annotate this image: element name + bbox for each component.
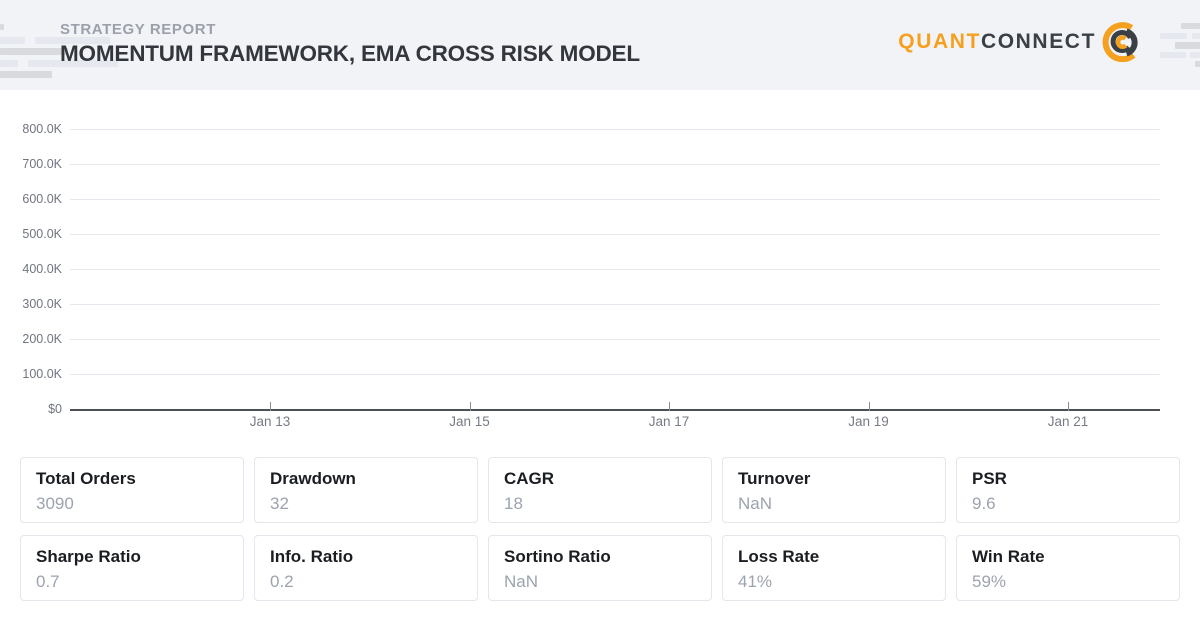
x-axis-tick-label: Jan 15 (449, 414, 490, 429)
stat-card-win-rate: Win Rate 59% (956, 535, 1180, 601)
y-axis-tick-label: 700.0K (22, 157, 62, 171)
stat-label: Sharpe Ratio (36, 547, 141, 566)
equity-chart: 800.0K 700.0K 600.0K 500.0K 400.0K 300.0K 200.… (0, 90, 1200, 445)
y-axis-tick-label: 400.0K (22, 262, 62, 276)
stat-card-cagr: CAGR 18 (488, 457, 712, 523)
y-axis-tick-label: 500.0K (22, 227, 62, 241)
deco-bar (0, 24, 4, 30)
deco-bar (0, 37, 25, 44)
deco-bar (0, 71, 52, 78)
x-axis-tick-mark (1068, 402, 1069, 411)
deco-bar (35, 37, 110, 44)
stat-value: NaN (504, 572, 539, 591)
stats-grid: Total Orders 3090 Drawdown 32 CAGR 18 Tu… (20, 457, 1180, 601)
stat-value: 9.6 (972, 494, 996, 513)
y-grid-line (70, 199, 1160, 200)
header-title-block: STRATEGY REPORT MOMENTUM FRAMEWORK, EMA … (60, 21, 640, 67)
y-axis-tick-label: 800.0K (22, 122, 62, 136)
stat-value: 32 (270, 494, 289, 513)
deco-bar (1160, 33, 1187, 39)
stat-value: 0.7 (36, 572, 60, 591)
y-axis-tick-label: 300.0K (22, 297, 62, 311)
y-axis-tick-label: 100.0K (22, 367, 62, 381)
brand-wordmark: QUANTCONNECT (898, 30, 1096, 54)
stat-card-sortino-ratio: Sortino Ratio NaN (488, 535, 712, 601)
stat-label: Sortino Ratio (504, 547, 611, 566)
deco-bar (28, 60, 118, 67)
x-axis-tick-mark (868, 402, 870, 411)
stat-card-psr: PSR 9.6 (956, 457, 1180, 523)
y-axis-tick-label: $0 (48, 402, 62, 416)
stat-card-info-ratio: Info. Ratio 0.2 (254, 535, 478, 601)
deco-bar (0, 60, 18, 67)
stat-label: Win Rate (972, 547, 1045, 566)
y-grid-line (70, 129, 1160, 130)
deco-bar (1160, 52, 1186, 58)
deco-bar (0, 48, 68, 55)
y-grid-line (70, 409, 1160, 411)
deco-bar (1192, 33, 1200, 39)
stat-card-loss-rate: Loss Rate 41% (722, 535, 946, 601)
y-grid-line (70, 374, 1160, 375)
brand-wordmark-connect: CONNECT (980, 30, 1096, 53)
stat-label: Total Orders (36, 469, 136, 488)
stat-label: Drawdown (270, 469, 356, 488)
quantconnect-brand: QUANTCONNECT (898, 22, 1142, 62)
stat-label: Loss Rate (738, 547, 820, 566)
quantconnect-logo-icon (1102, 22, 1138, 62)
stat-card-turnover: Turnover NaN (722, 457, 946, 523)
x-axis-tick-label: Jan 17 (648, 414, 690, 429)
stat-value: NaN (738, 494, 773, 513)
y-grid-line (70, 339, 1160, 340)
deco-bar (1175, 42, 1200, 49)
header-right-decoration (1080, 0, 1200, 90)
stat-value: 0.2 (270, 572, 294, 591)
brand-wordmark-quant: QUANT (898, 30, 981, 53)
x-axis-tick-label: Jan 21 (1047, 414, 1089, 429)
stat-label: Turnover (738, 469, 811, 488)
stat-value: 18 (504, 494, 523, 513)
deco-bar (1195, 61, 1200, 67)
header-left-decoration (0, 0, 120, 90)
stat-card-drawdown: Drawdown 32 (254, 457, 478, 523)
x-axis-tick-label: Jan 19 (848, 414, 889, 429)
stat-label: Info. Ratio (270, 547, 354, 566)
y-axis-tick-label: 600.0K (22, 192, 62, 206)
x-axis-tick-mark (270, 402, 271, 411)
stat-value: 41% (738, 572, 773, 591)
x-axis-tick-label: Jan 13 (249, 414, 291, 429)
report-type-label: STRATEGY REPORT (60, 21, 216, 38)
stat-label: PSR (972, 469, 1007, 488)
stat-card-total-orders: Total Orders 3090 (20, 457, 244, 523)
x-axis-tick-mark (669, 402, 670, 411)
y-grid-line (70, 269, 1160, 270)
x-axis-tick-mark (469, 402, 471, 411)
stat-value: 3090 (36, 494, 74, 513)
report-header: STRATEGY REPORT MOMENTUM FRAMEWORK, EMA … (0, 0, 1200, 90)
y-grid-line (70, 304, 1160, 305)
y-axis-tick-label: 200.0K (22, 332, 62, 346)
deco-bar (1190, 52, 1200, 58)
stat-value: 59% (972, 572, 1007, 591)
page-title: MOMENTUM FRAMEWORK, EMA CROSS RISK MODEL (60, 41, 640, 66)
y-grid-line (70, 164, 1160, 165)
deco-bar (1181, 23, 1200, 29)
stat-card-sharpe-ratio: Sharpe Ratio 0.7 (20, 535, 244, 601)
y-grid-line (70, 234, 1160, 235)
stat-label: CAGR (504, 469, 555, 488)
